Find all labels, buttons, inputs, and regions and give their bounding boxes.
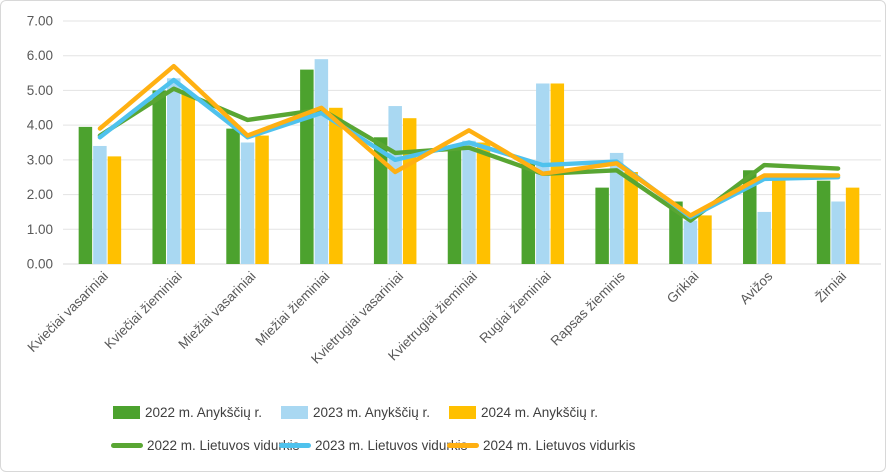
legend-label: 2024 m. Anykščių r. [481,405,599,420]
bar-2024-Miežiai žieminiai [329,107,343,265]
legend-row-lines: 2022 m. Lietuvos vidurkis 2023 m. Lietuv… [111,438,635,453]
bar-2022-Avižos [743,170,757,264]
x-axis-category-label: Rugiai žieminiai [476,269,553,346]
bar-2024-Avižos [772,177,786,264]
x-axis-category-label: Kviečiai vasariniai [25,269,111,355]
x-axis-category-label: Grikiai [664,269,702,307]
y-axis-tick-label: 2.00 [27,187,53,202]
bar-2024-Rapsas žieminis [624,172,638,264]
bar-2024-Kviečiai žieminiai [181,93,195,265]
bar-2022-Miežiai vasariniai [226,128,240,264]
bar-2024-Kvietrugiai žieminiai [476,142,491,264]
legend-item-2023-bars: 2023 m. Anykščių r. [281,405,449,420]
x-axis-category-label: Miežiai vasariniai [175,269,258,352]
legend-item-2023-line: 2023 m. Lietuvos vidurkis [279,438,467,453]
bar-2024-Žirniai [845,187,860,264]
legend-swatch-2024-bar [449,406,476,419]
legend-item-2022-line: 2022 m. Lietuvos vidurkis [111,438,299,453]
y-axis-tick-label: 4.00 [27,118,53,133]
bar-2022-Rugiai žieminiai [521,163,536,264]
y-axis-tick-label: 1.00 [27,222,53,237]
bar-2023-Avižos [757,211,772,264]
legend-swatch-2022-line [111,443,143,448]
legend-swatch-2023-bar [281,406,308,419]
legend-label: 2022 m. Anykščių r. [145,405,263,420]
bar-2022-Kviečiai žieminiai [152,90,166,264]
bar-2024-Grikiai [698,215,712,264]
legend-label: 2024 m. Lietuvos vidurkis [483,438,636,453]
bar-2022-Kvietrugiai žieminiai [447,149,462,264]
bar-2022-Rapsas žieminis [595,187,609,264]
bar-2022-Grikiai [669,201,683,264]
legend-label: 2022 m. Lietuvos vidurkis [147,438,300,453]
bar-2023-Kviečiai žieminiai [166,78,181,265]
y-axis-tick-label: 6.00 [27,48,53,63]
x-axis-category-label: Miežiai žieminiai [252,269,332,349]
bar-2023-Grikiai [683,220,698,264]
legend-item-2022-bars: 2022 m. Anykščių r. [113,405,281,420]
legend-swatch-2023-line [279,443,311,448]
legend-swatch-2024-line [447,443,479,448]
x-axis-category-label: Avižos [737,268,776,307]
bar-2023-Žirniai [831,201,845,264]
bar-2022-Žirniai [816,180,831,264]
legend-label: 2023 m. Lietuvos vidurkis [315,438,468,453]
y-axis-tick-label: 3.00 [27,152,53,167]
bar-2023-Miežiai vasariniai [240,142,255,264]
legend-item-2024-line: 2024 m. Lietuvos vidurkis [447,438,635,453]
bar-2024-Kvietrugiai vasariniai [402,118,417,264]
bar-2023-Miežiai žieminiai [314,59,329,264]
legend-row-bars: 2022 m. Anykščių r. 2023 m. Anykščių r. … [113,405,617,420]
bar-2023-Rapsas žieminis [609,152,624,264]
chart-plot-area: 0.00 1.00 2.00 3.00 4.00 5.00 6.00 7.00 Kviečiai… [25,14,881,367]
legend-swatch-2022-bar [113,406,140,419]
y-axis-tick-label: 7.00 [27,14,53,29]
bar-2022-Miežiai žieminiai [300,69,314,264]
bar-2024-Kviečiai vasariniai [107,156,122,264]
bar-2023-Kviečiai vasariniai [93,145,107,264]
legend-label: 2023 m. Anykščių r. [313,405,431,420]
y-axis-tick-label: 0.00 [27,257,53,272]
bar-2024-Miežiai vasariniai [255,135,269,264]
legend-item-2024-bars: 2024 m. Anykščių r. [449,405,617,420]
line-2024 [97,63,841,218]
bar-2022-Kvietrugiai vasariniai [373,137,388,264]
x-axis-category-label: Žirniai [813,269,850,306]
y-axis-tick-label: 5.00 [27,83,53,98]
bar-2023-Kvietrugiai žieminiai [462,140,476,264]
bar-2023-Kvietrugiai vasariniai [388,106,402,264]
bar-2022-Kviečiai vasariniai [78,126,93,264]
x-axis-category-label: Rapsas žieminis [548,268,628,348]
x-axis-category-label: Kviečiai žieminiai [102,269,185,352]
